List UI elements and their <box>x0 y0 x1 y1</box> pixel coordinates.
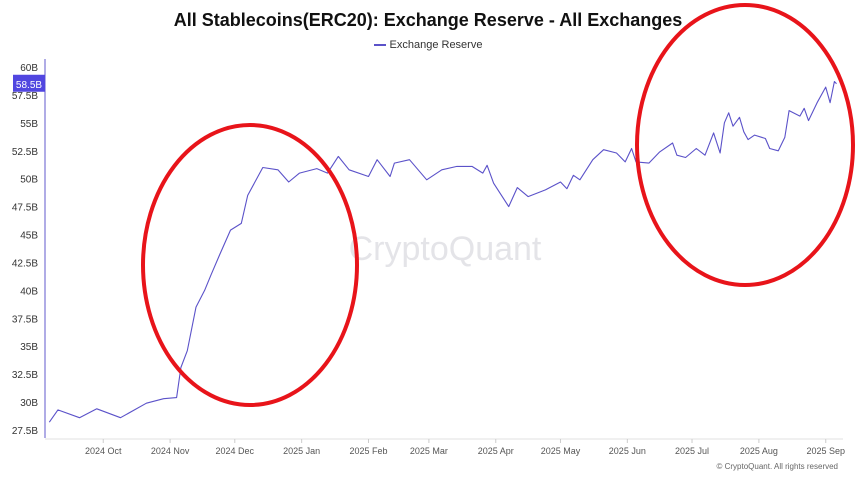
x-tick-label: 2025 May <box>541 446 581 456</box>
x-tick-label: 2024 Dec <box>216 446 255 456</box>
y-tick-label: 47.5B <box>12 203 38 214</box>
x-tick-label: 2025 Jun <box>609 446 646 456</box>
x-tick-label: 2025 Jan <box>283 446 320 456</box>
x-tick-label: 2025 Apr <box>478 446 514 456</box>
legend-label: Exchange Reserve <box>389 39 483 51</box>
y-tick-label: 57.5B <box>12 91 38 102</box>
y-tick-label: 30B <box>20 398 38 409</box>
y-tick-label: 27.5B <box>12 426 38 437</box>
current-value-badge <box>13 74 45 92</box>
x-tick-label: 2024 Oct <box>85 446 122 456</box>
copyright: © CryptoQuant. All rights reserved <box>716 462 839 471</box>
y-tick-label: 50B <box>20 175 38 186</box>
y-tick-label: 35B <box>20 342 38 353</box>
y-tick-label: 60B <box>20 63 38 74</box>
y-tick-label: 40B <box>20 286 38 297</box>
y-tick-label: 52.5B <box>12 147 38 158</box>
x-tick-label: 2025 Feb <box>349 446 387 456</box>
series-line-exchange-reserve <box>48 80 837 423</box>
x-tick-label: 2025 Mar <box>410 446 448 456</box>
y-tick-label: 32.5B <box>12 370 38 381</box>
x-tick-label: 2025 Jul <box>675 446 709 456</box>
annotation-ellipse-1 <box>141 123 359 407</box>
current-value-label: 58.5B <box>16 80 42 91</box>
y-tick-label: 45B <box>20 231 38 242</box>
watermark: CryptoQuant <box>349 230 542 268</box>
x-tick-label: 2025 Sep <box>806 446 845 456</box>
chart-title: All Stablecoins(ERC20): Exchange Reserve… <box>173 10 683 30</box>
annotation-ellipse-2 <box>635 3 855 287</box>
y-tick-label: 37.5B <box>12 314 38 325</box>
y-tick-label: 42.5B <box>12 258 38 269</box>
legend-swatch <box>373 44 386 47</box>
x-tick-label: 2025 Aug <box>740 446 778 456</box>
legend[interactable]: Exchange Reserve <box>0 39 856 51</box>
y-tick-label: 55B <box>20 119 38 130</box>
x-tick-label: 2024 Nov <box>151 446 190 456</box>
